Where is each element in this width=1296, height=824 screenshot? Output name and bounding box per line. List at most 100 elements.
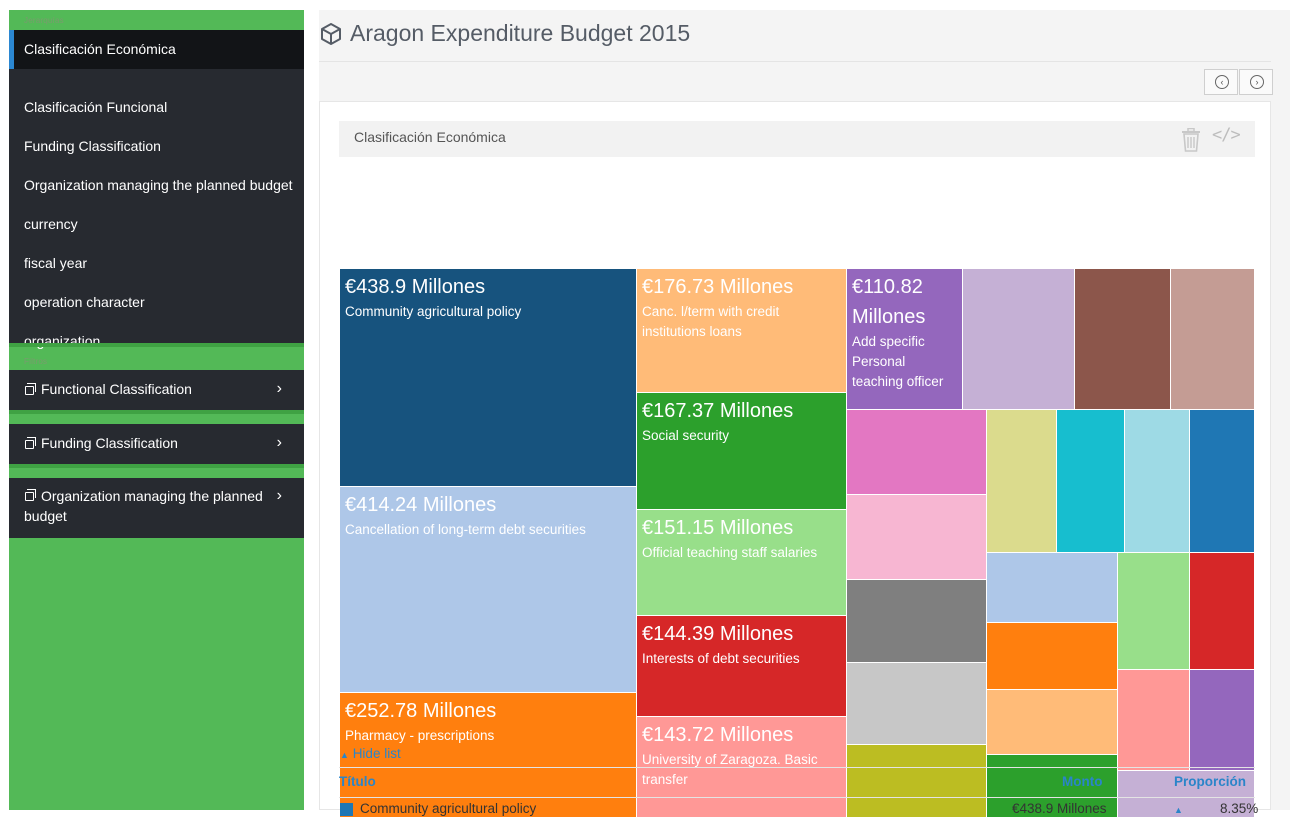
- treemap-cell-label: Pharmacy - prescriptions: [345, 728, 495, 743]
- treemap-cell-value: €144.39 Millones: [642, 623, 794, 645]
- treemap-cell[interactable]: [1125, 410, 1190, 553]
- treemap-cell[interactable]: [987, 690, 1118, 755]
- treemap-cell[interactable]: [847, 745, 987, 818]
- treemap-cell[interactable]: [1171, 269, 1255, 410]
- next-button[interactable]: ›: [1239, 69, 1273, 95]
- filter-organization-managing[interactable]: Organization managing the planned budget…: [9, 478, 304, 538]
- hierarchy-item-fiscal-year[interactable]: fiscal year: [9, 244, 304, 283]
- treemap-cell-value: €252.78 Millones: [345, 700, 497, 722]
- chevron-right-icon: ›: [276, 380, 282, 397]
- chevron-right-icon: ›: [276, 434, 282, 451]
- treemap-cell-value: €167.37 Millones: [642, 400, 794, 422]
- hierarchy-item-label: Funding Classification: [24, 138, 161, 154]
- column-header-share-label: Proporción: [1174, 774, 1247, 789]
- treemap-cell[interactable]: [963, 269, 1075, 410]
- treemap-cell[interactable]: €176.73 Millones Canc. l/term with credi…: [637, 269, 847, 393]
- main-content: Aragon Expenditure Budget 2015 ‹ › Clasi…: [319, 10, 1290, 818]
- code-embed-icon[interactable]: </>: [1212, 125, 1241, 145]
- treemap-cell-value: €414.24 Millones: [345, 494, 497, 516]
- list-item-amount: €438.9 Millones: [1012, 801, 1107, 816]
- hierarchy-item-label: operation character: [24, 294, 145, 310]
- treemap-cell[interactable]: €414.24 Millones Cancellation of long-te…: [340, 487, 637, 693]
- treemap-cell[interactable]: [847, 495, 987, 580]
- treemap-cell-value: €110.82 Millones: [852, 276, 926, 328]
- divider: [319, 61, 1271, 62]
- treemap-cell[interactable]: [1190, 553, 1255, 670]
- hide-list-label: Hide list: [352, 746, 401, 761]
- list-item-title: Community agricultural policy: [360, 801, 537, 816]
- hierarchy-list: Clasificación Económica Clasificación Fu…: [9, 30, 304, 349]
- chevron-right-icon: ›: [276, 487, 282, 504]
- treemap-cell-label: Add specific Personal teaching officer: [852, 334, 944, 389]
- card-title: Clasificación Económica: [354, 129, 506, 145]
- treemap-cell[interactable]: [1118, 771, 1255, 818]
- treemap-cell[interactable]: [847, 410, 987, 495]
- page-title: Aragon Expenditure Budget 2015: [350, 20, 691, 46]
- cube-icon: [321, 23, 341, 45]
- treemap-cell[interactable]: [987, 755, 1118, 818]
- column-header-title[interactable]: Título: [339, 774, 376, 789]
- column-header-amount[interactable]: Monto: [1062, 774, 1103, 789]
- list-header: Título Monto Proporción ▲: [339, 767, 1255, 815]
- filter-functional-classification[interactable]: Functional Classification ›: [9, 370, 304, 410]
- divider: [9, 410, 304, 414]
- filter-label-line2: budget: [24, 508, 67, 524]
- treemap-cell-value: €143.72 Millones: [642, 724, 794, 746]
- hierarchies-section-label: Jerarquías: [24, 16, 64, 25]
- caret-up-icon: ▲: [1174, 805, 1183, 815]
- treemap-cell[interactable]: [987, 623, 1118, 690]
- filter-funding-classification[interactable]: Funding Classification ›: [9, 424, 304, 464]
- treemap-cell-label: University of Zaragoza. Basic transfer: [642, 752, 818, 787]
- treemap-cell-value: €151.15 Millones: [642, 517, 794, 539]
- color-swatch: [340, 803, 353, 816]
- sidebar: Jerarquías Clasificación Económica Clasi…: [9, 10, 304, 810]
- treemap-cell[interactable]: [1190, 670, 1255, 771]
- treemap: €438.9 Millones Community agricultural p…: [340, 269, 1255, 818]
- filter-label: Functional Classification: [41, 381, 192, 397]
- hide-list-link[interactable]: ▲ Hide list: [340, 746, 401, 761]
- hierarchy-item-operation-character[interactable]: operation character: [9, 283, 304, 322]
- card-header: Clasificación Económica </>: [339, 121, 1255, 157]
- hierarchy-item-organization[interactable]: organization: [9, 322, 304, 361]
- copy-icon: [25, 383, 36, 395]
- hierarchy-item-label: currency: [24, 216, 78, 232]
- treemap-cell[interactable]: [1118, 670, 1190, 771]
- treemap-cell[interactable]: [1190, 410, 1255, 553]
- treemap-cell[interactable]: [847, 663, 987, 745]
- treemap-cell[interactable]: [1118, 553, 1190, 670]
- hierarchy-item-currency[interactable]: currency: [9, 205, 304, 244]
- treemap-cell[interactable]: €151.15 Millones Official teaching staff…: [637, 510, 847, 616]
- trash-icon[interactable]: [1181, 128, 1201, 152]
- treemap-cell[interactable]: [847, 580, 987, 663]
- hierarchy-item-organization-managing[interactable]: Organization managing the planned budget: [9, 166, 304, 205]
- hierarchy-item-clasificacion-funcional[interactable]: Clasificación Funcional: [9, 88, 304, 127]
- treemap-cell-label: Interests of debt securities: [642, 651, 800, 666]
- treemap-cell-label: Community agricultural policy: [345, 304, 522, 319]
- filter-label: Organization managing the planned: [41, 488, 263, 504]
- treemap-cell-label: Canc. l/term with credit institutions lo…: [642, 304, 780, 339]
- treemap-cell-label: Official teaching staff salaries: [642, 545, 818, 560]
- treemap-cell[interactable]: [1057, 410, 1125, 553]
- hierarchy-item-funding-classification[interactable]: Funding Classification: [9, 127, 304, 166]
- treemap-cell[interactable]: €144.39 Millones Interests of debt secur…: [637, 616, 847, 717]
- hierarchy-item-label: Clasificación Funcional: [24, 99, 168, 115]
- hierarchy-item-clasificacion-economica[interactable]: Clasificación Económica: [9, 30, 304, 69]
- list-item[interactable]: Community agricultural policy €438.9 Mil…: [339, 796, 1258, 822]
- arrow-right-circle-icon: ›: [1250, 75, 1264, 89]
- treemap-cell[interactable]: €438.9 Millones Community agricultural p…: [340, 269, 637, 487]
- filter-label: Funding Classification: [41, 435, 178, 451]
- hierarchy-item-label: Organization managing the planned budget: [24, 177, 293, 193]
- prev-button[interactable]: ‹: [1204, 69, 1238, 95]
- copy-icon: [25, 437, 36, 449]
- column-header-share[interactable]: Proporción ▲: [1174, 768, 1255, 824]
- divider: [9, 343, 304, 347]
- treemap-cell-value: €176.73 Millones: [642, 276, 794, 298]
- treemap-cell[interactable]: [987, 410, 1057, 553]
- arrow-left-circle-icon: ‹: [1215, 75, 1229, 89]
- caret-up-icon: ▲: [340, 750, 349, 760]
- treemap-cell[interactable]: [987, 553, 1118, 623]
- filters-section-label: Filtros: [24, 357, 48, 366]
- treemap-cell[interactable]: €110.82 Millones Add specific Personal t…: [847, 269, 963, 410]
- treemap-cell[interactable]: [1075, 269, 1171, 410]
- treemap-cell[interactable]: €167.37 Millones Social security: [637, 393, 847, 510]
